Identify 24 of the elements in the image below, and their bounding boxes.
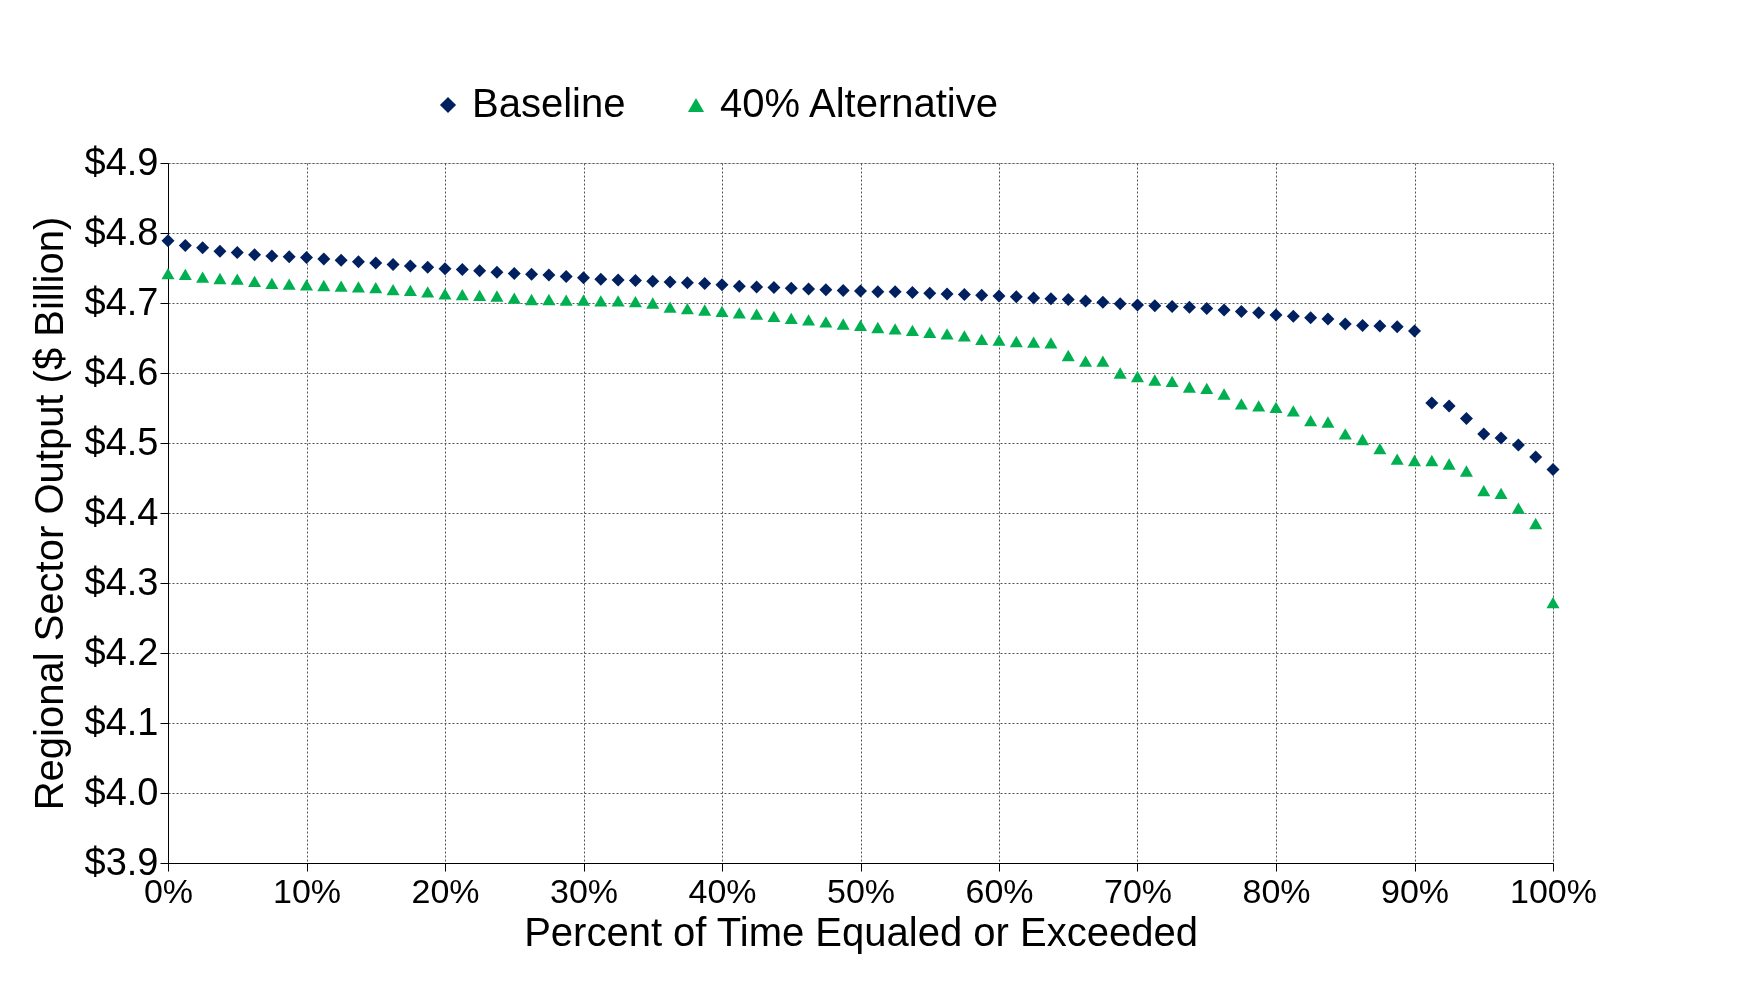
x-tick-label: 40% [688, 871, 757, 910]
legend-label: Baseline [472, 81, 626, 125]
y-tick-label: $4.4 [84, 490, 159, 533]
y-tick-label: $4.7 [84, 280, 159, 323]
x-tick-label: 60% [965, 871, 1034, 910]
y-tick-label: $4.2 [84, 630, 159, 673]
x-tick-label: 100% [1510, 871, 1597, 910]
x-tick-label: 20% [411, 871, 480, 910]
y-axis-title: Regional Sector Output ($ Billion) [26, 216, 71, 811]
y-tick-label: $4.9 [84, 140, 159, 183]
y-tick-label: $4.1 [84, 700, 159, 743]
y-tick-label: $4.8 [84, 210, 159, 253]
x-axis-title: Percent of Time Equaled or Exceeded [524, 909, 1198, 954]
x-tick-label: 70% [1103, 871, 1173, 910]
x-tick-label: 80% [1242, 871, 1311, 910]
x-tick-label: 90% [1380, 871, 1450, 910]
y-tick-label: $4.3 [84, 560, 159, 603]
y-tick-label: $4.0 [84, 770, 159, 813]
x-tick-label: 30% [549, 871, 619, 910]
x-tick-label: 10% [272, 871, 342, 910]
y-tick-label: $4.5 [84, 420, 159, 463]
x-tick-label: 50% [826, 871, 896, 910]
y-tick-label: $4.6 [84, 350, 159, 393]
legend-label: 40% Alternative [720, 81, 998, 125]
